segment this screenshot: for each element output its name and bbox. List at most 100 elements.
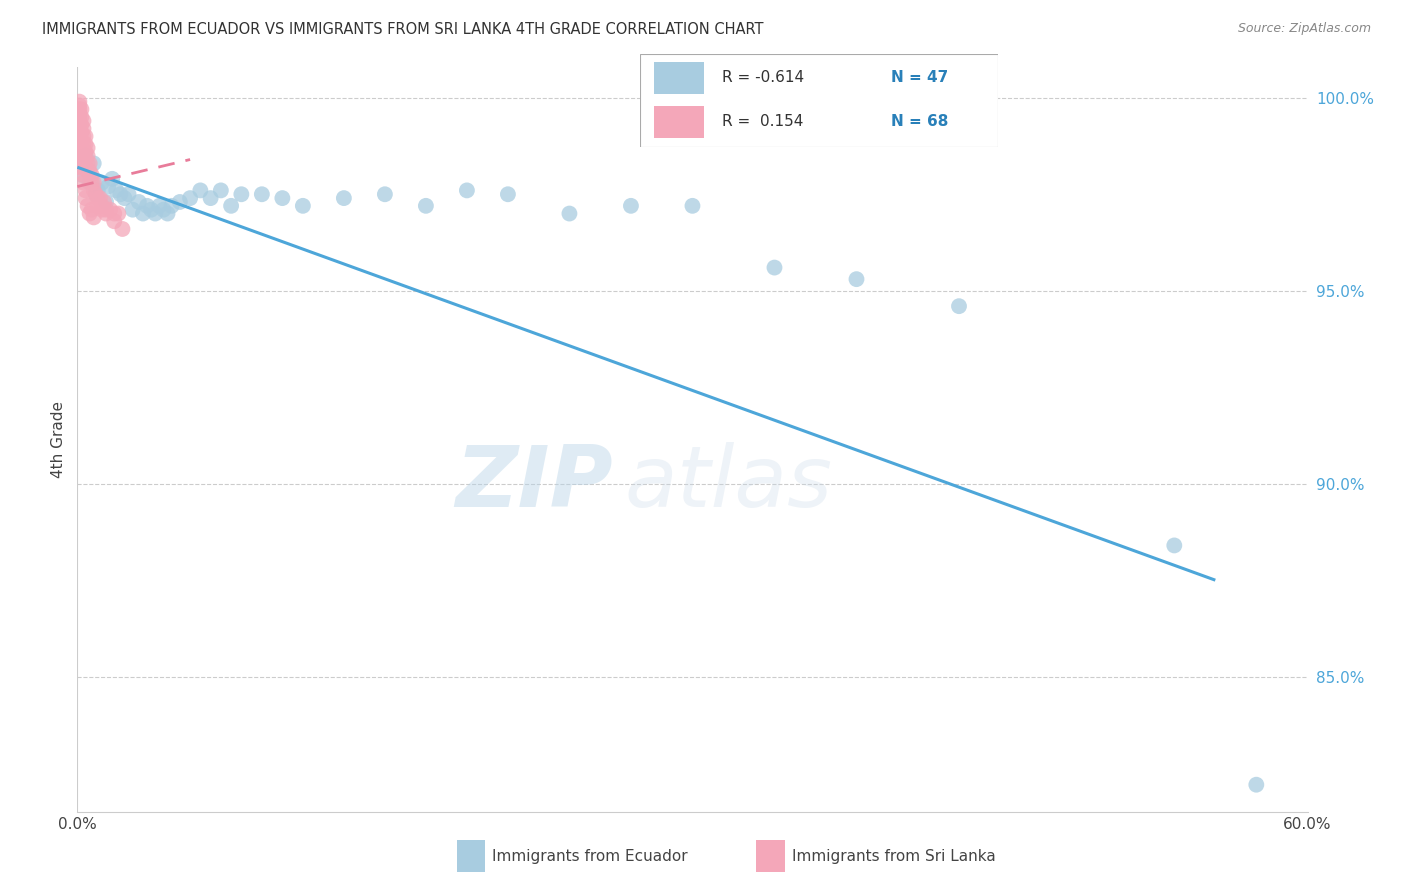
Point [1246, 778, 1268, 792]
FancyBboxPatch shape [640, 54, 998, 147]
Point [67, 129, 90, 144]
Point [107, 206, 129, 220]
Point [75, 137, 97, 152]
Point [83, 211, 105, 225]
Point [83, 156, 105, 170]
Point [111, 222, 134, 236]
Point [70, 103, 93, 117]
Point [83, 183, 105, 197]
Point [250, 187, 273, 202]
Point [89, 191, 111, 205]
Point [620, 199, 643, 213]
Point [79, 156, 101, 170]
Point [67, 145, 90, 159]
Point [70, 141, 93, 155]
Point [72, 114, 94, 128]
Point [67, 118, 90, 132]
Point [231, 187, 253, 202]
Point [141, 202, 163, 217]
Point [128, 194, 150, 209]
Point [79, 206, 101, 220]
Point [72, 137, 94, 152]
Point [90, 176, 114, 190]
Point [72, 153, 94, 167]
Text: N = 68: N = 68 [891, 114, 948, 129]
Point [101, 171, 124, 186]
Point [209, 183, 232, 197]
Point [87, 183, 110, 197]
Point [94, 206, 117, 220]
Point [845, 272, 868, 286]
Point [75, 149, 97, 163]
Point [79, 164, 101, 178]
Point [763, 260, 786, 275]
Point [70, 126, 93, 140]
Point [76, 156, 98, 170]
Point [70, 168, 93, 182]
Point [67, 141, 90, 155]
Point [67, 133, 90, 147]
Point [75, 183, 97, 197]
Text: Immigrants from Sri Lanka: Immigrants from Sri Lanka [792, 849, 995, 863]
Text: Source: ZipAtlas.com: Source: ZipAtlas.com [1237, 22, 1371, 36]
Point [72, 176, 94, 190]
Point [558, 206, 581, 220]
Point [72, 129, 94, 144]
Point [94, 194, 117, 209]
Point [67, 137, 90, 152]
Point [948, 299, 970, 313]
Point [70, 153, 93, 167]
Point [76, 149, 98, 163]
Point [67, 126, 90, 140]
Point [1163, 538, 1185, 552]
Point [117, 187, 139, 202]
Point [87, 199, 110, 213]
Point [67, 110, 90, 124]
Point [179, 191, 201, 205]
Point [415, 199, 437, 213]
Point [72, 145, 94, 159]
Point [67, 114, 90, 128]
Point [72, 168, 94, 182]
Point [97, 179, 120, 194]
Point [76, 199, 98, 213]
Bar [654, 106, 704, 138]
Point [67, 98, 90, 112]
Point [72, 121, 94, 136]
Point [84, 187, 107, 202]
Point [75, 153, 97, 167]
Point [136, 199, 159, 213]
Point [110, 187, 132, 202]
Point [682, 199, 704, 213]
Point [70, 160, 93, 174]
Text: ZIP: ZIP [456, 442, 613, 525]
Point [67, 121, 90, 136]
Point [80, 176, 103, 190]
Text: R =  0.154: R = 0.154 [723, 114, 804, 129]
Point [103, 214, 125, 228]
Point [160, 199, 183, 213]
Point [80, 168, 103, 182]
Point [83, 176, 105, 190]
Text: Immigrants from Ecuador: Immigrants from Ecuador [492, 849, 688, 863]
Text: atlas: atlas [624, 442, 832, 525]
Point [67, 95, 90, 109]
Y-axis label: 4th Grade: 4th Grade [51, 401, 66, 478]
Point [67, 160, 90, 174]
Point [496, 187, 519, 202]
Point [90, 202, 114, 217]
Point [219, 199, 242, 213]
Point [76, 141, 98, 155]
Text: IMMIGRANTS FROM ECUADOR VS IMMIGRANTS FROM SRI LANKA 4TH GRADE CORRELATION CHART: IMMIGRANTS FROM ECUADOR VS IMMIGRANTS FR… [42, 22, 763, 37]
Point [67, 106, 90, 120]
Point [80, 202, 103, 217]
Point [103, 206, 125, 220]
Point [70, 110, 93, 124]
Point [143, 206, 166, 220]
Point [93, 194, 115, 209]
Point [76, 164, 98, 178]
Point [75, 191, 97, 205]
Point [67, 103, 90, 117]
Point [291, 199, 314, 213]
Point [98, 202, 121, 217]
